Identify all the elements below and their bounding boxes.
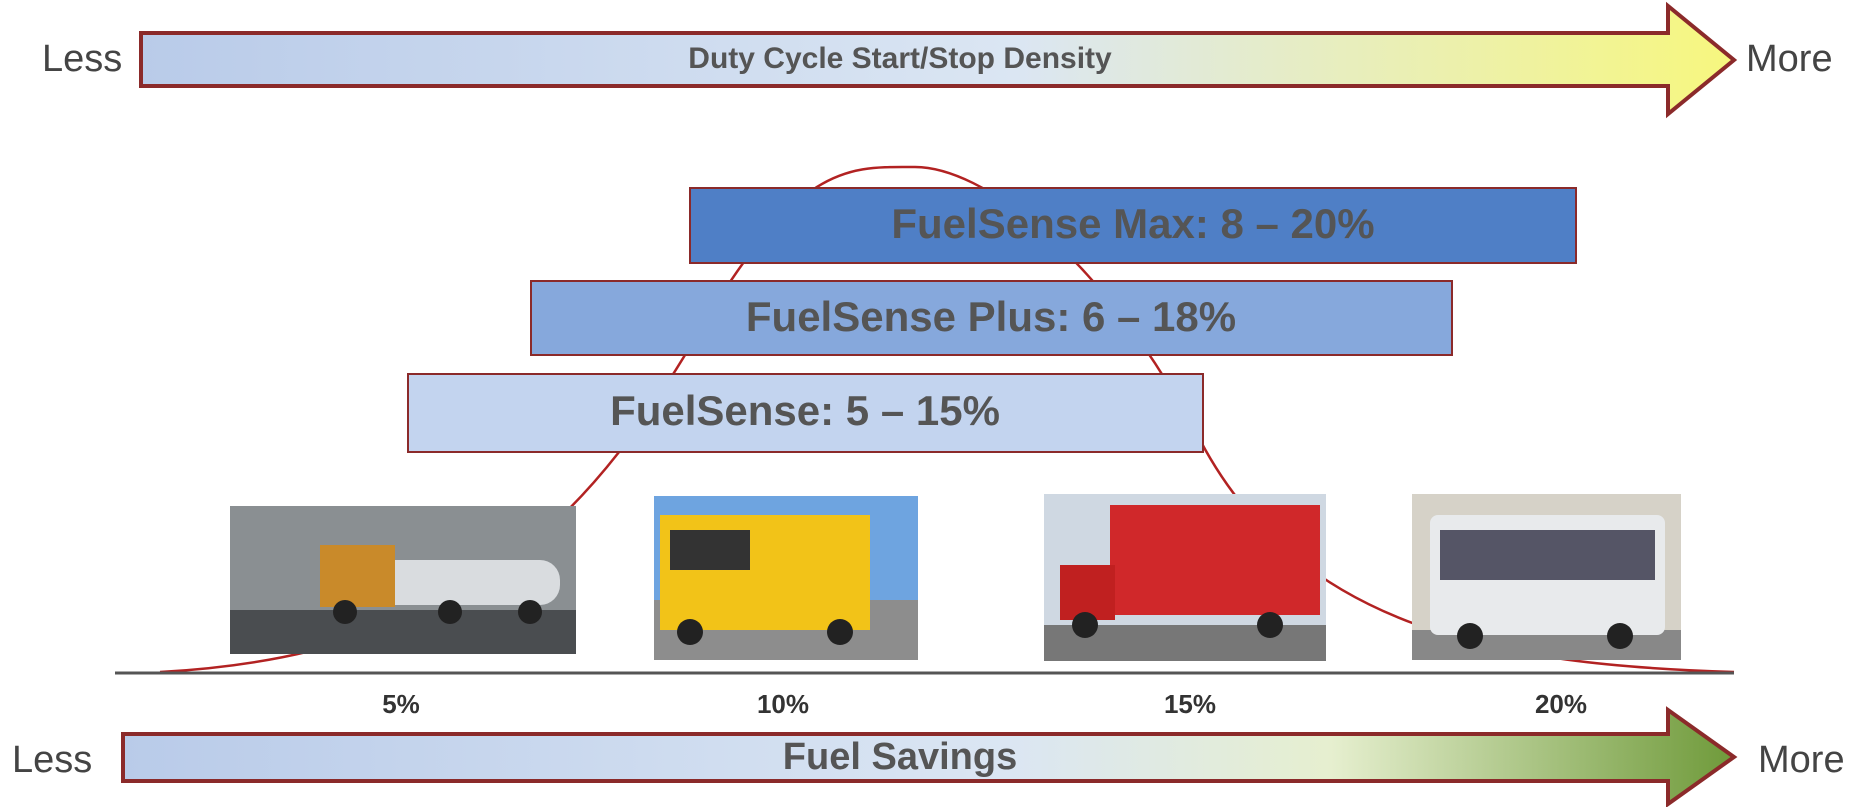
arrow-label: Duty Cycle Start/Stop Density [688,42,1112,75]
more-label: More [1746,38,1833,80]
less-label: Less [12,739,92,781]
diagram: Less Duty Cycle Start/Stop Density More … [0,0,1876,807]
band-label: FuelSense Max: 8 – 20% [891,200,1374,247]
axis-label: 20% [1535,689,1587,719]
bands: FuelSense Max: 8 – 20% FuelSense Plus: 6… [408,188,1576,452]
photo-tanker [230,506,576,654]
photo-school-bus [654,496,918,660]
more-label: More [1758,739,1845,781]
photo-city-bus [1412,494,1681,660]
axis-label: 15% [1164,689,1216,719]
band-label: FuelSense: 5 – 15% [610,387,1000,434]
axis-label: 10% [757,689,809,719]
band-label: FuelSense Plus: 6 – 18% [746,293,1236,340]
less-label: Less [42,38,122,80]
arrow-label: Fuel Savings [783,736,1017,778]
bottom-arrow: Less Fuel Savings More [12,710,1845,804]
top-arrow: Less Duty Cycle Start/Stop Density More [42,6,1833,114]
axis-label: 5% [382,689,420,719]
photo-box-truck [1044,494,1326,661]
